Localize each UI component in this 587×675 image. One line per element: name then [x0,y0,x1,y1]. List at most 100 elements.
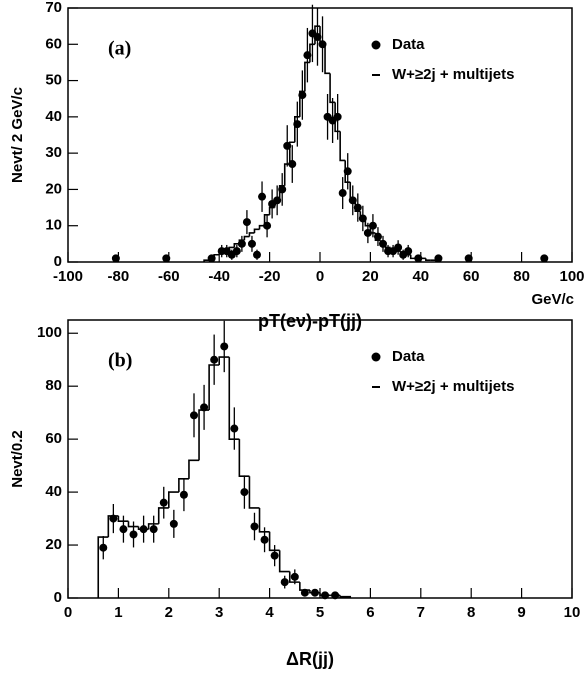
y-tick-label: 50 [45,72,62,89]
x-axis-label: ΔR(jj) [286,649,334,669]
y-tick-label: 60 [45,35,62,52]
histogram-bin [344,160,351,183]
histogram-bin [324,44,331,75]
histogram-bin [354,200,361,212]
y-tick-label: 20 [45,536,62,553]
histogram-bin [213,253,220,259]
histogram-bin [107,515,119,538]
x-tick-label: 80 [513,268,530,285]
histogram-bin [339,131,346,162]
x-tick-label: 0 [316,268,324,285]
histogram-bin [228,357,240,440]
legend-label: Data [392,36,425,53]
histogram-bin [268,531,280,552]
x-tick-label: 0 [64,604,72,621]
y-tick-label: 80 [45,377,62,394]
data-point [111,254,120,263]
histogram-bin [268,206,275,215]
y-axis-label: Nevt/ 2 GeV/c [9,87,26,183]
data-point [247,239,256,248]
histogram-bin [233,243,240,248]
y-tick-label: 0 [54,589,62,606]
histogram-bin [238,239,245,244]
y-tick-label: 40 [45,483,62,500]
histogram-bin [117,515,129,523]
x-tick-label: -80 [108,268,130,285]
histogram-bin [238,439,250,478]
data-point [404,247,413,256]
histogram-bin [188,459,200,479]
histogram-bin [178,478,189,493]
histogram-bin [248,232,255,237]
histogram-bin [147,523,159,530]
data-point [280,578,289,587]
histogram-bin [304,61,310,92]
data-point [540,254,549,263]
x-tick-label: 5 [316,604,324,621]
data-point [270,551,279,560]
histogram-bin [137,526,149,530]
histogram-bin [97,536,109,598]
histogram-bin [374,232,381,242]
histogram-bin [208,364,220,411]
histogram-bin [157,507,169,524]
data-point [240,488,249,497]
data-point [290,572,299,581]
x-tick-label: -60 [158,268,180,285]
y-axis-label: Nevt/0.2 [9,430,26,488]
data-point [179,490,188,499]
data-point [129,530,138,539]
histogram-bin [369,225,376,234]
x-tick-label: 2 [165,604,173,621]
y-tick-label: 0 [54,253,62,270]
y-tick-label: 60 [45,430,62,447]
data-point [394,243,403,252]
histogram-bin [359,211,366,220]
histogram-bin [127,521,139,528]
x-tick-label: 60 [463,268,480,285]
histogram-bin [379,240,386,245]
histogram-bin [258,224,265,230]
histogram-bin [278,185,285,201]
histogram-bin [409,254,416,260]
histogram-bin [319,592,331,597]
data-point [253,250,261,259]
histogram-bin [309,43,315,63]
panel-label: (b) [108,350,132,372]
y-tick-label: 100 [37,324,62,341]
histogram-bin [329,73,336,104]
data-point [260,535,269,544]
data-point [159,498,168,507]
histogram-bin [263,214,270,226]
legend-label: W+≥2j + multijets [392,66,514,83]
y-tick-label: 10 [45,217,62,234]
data-point [242,218,251,227]
histogram-bin [294,116,300,143]
x-tick-label: 10 [564,604,581,621]
histogram-bin [288,571,300,583]
histogram-bin [364,218,371,227]
histogram-bin [389,247,396,252]
x-tick-label: 1 [114,604,122,621]
histogram-bin [253,228,260,233]
x-tick-label: 20 [362,268,379,285]
legend-marker [371,40,381,50]
x-tick-label: 100 [559,268,584,285]
histogram-bin [228,246,235,252]
x-tick-label: 40 [412,268,429,285]
histogram-bin [278,550,290,573]
data-point [464,254,473,263]
histogram-bin [299,90,305,117]
histogram-bin [218,250,225,255]
data-point [230,424,239,433]
histogram-bin [198,409,210,461]
x-tick-label: 3 [215,604,223,621]
histogram-bin [430,259,437,262]
data-point [190,411,198,420]
data-point [232,247,241,256]
data-point [149,525,158,534]
histogram-bin [203,259,210,262]
histogram-bin [349,182,356,202]
x-tick-label: 4 [265,604,274,621]
data-point [162,254,171,263]
